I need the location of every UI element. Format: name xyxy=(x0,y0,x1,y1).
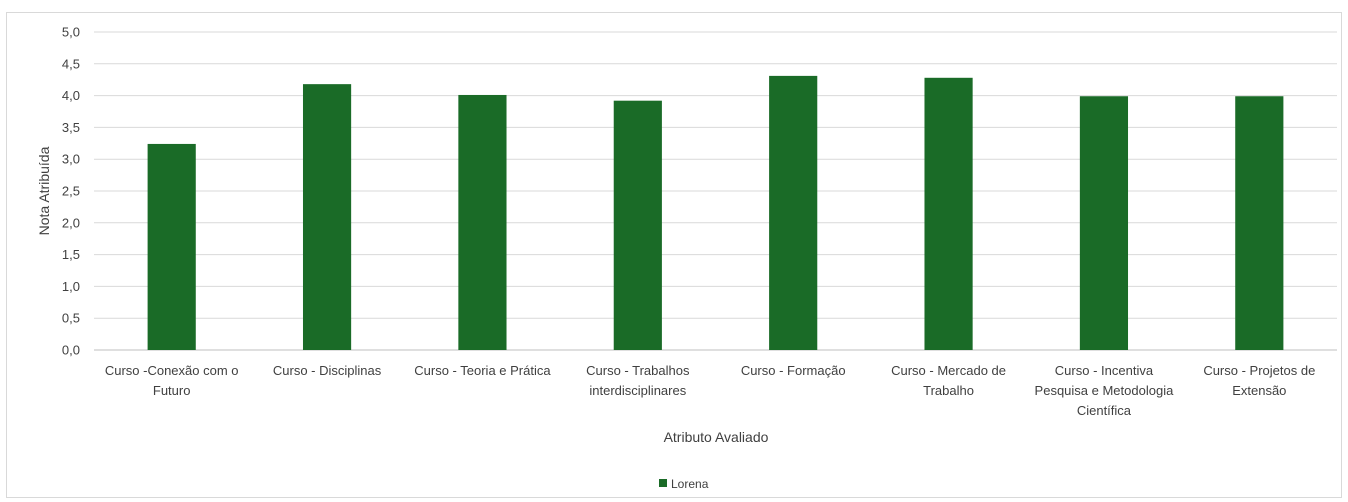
bar xyxy=(302,84,352,350)
x-axis-ticks: Curso -Conexão com o Futuro Curso - Discip… xyxy=(105,363,1315,418)
y-tick-label: 2,5 xyxy=(62,184,80,199)
y-tick-label: 0,5 xyxy=(62,311,80,326)
y-tick-label: 3,0 xyxy=(62,152,80,167)
bar xyxy=(147,143,196,350)
y-tick-label: 4,0 xyxy=(62,88,80,103)
bar xyxy=(613,100,662,350)
y-tick-label: 3,5 xyxy=(62,120,80,135)
y-axis-title: Nota Atribuída xyxy=(36,146,52,235)
x-tick-label: Curso - Mercado de Trabalho xyxy=(891,363,1006,398)
gridlines xyxy=(94,31,1337,351)
x-tick-label: Curso - Disciplinas xyxy=(273,363,382,378)
bar xyxy=(769,75,818,350)
bar xyxy=(924,77,973,351)
x-tick-label: Curso - Incentiva Pesquisa e Metodologia C… xyxy=(1035,363,1175,418)
x-tick-label: Curso -Conexão com o Futuro xyxy=(105,363,239,398)
x-tick-label: Curso - Trabalhos interdisciplinares xyxy=(586,363,690,398)
bar xyxy=(1235,96,1284,351)
y-tick-label: 5,0 xyxy=(62,25,80,40)
bar xyxy=(1079,96,1129,351)
bar xyxy=(458,94,507,351)
y-tick-label: 0,0 xyxy=(62,343,80,358)
x-axis-title: Atributo Avaliado xyxy=(664,429,769,445)
x-tick-label: Curso - Formação xyxy=(741,363,846,378)
y-tick-label: 1,5 xyxy=(62,247,80,262)
legend: Lorena xyxy=(659,477,709,491)
bars xyxy=(147,75,1284,351)
y-tick-label: 1,0 xyxy=(62,279,80,294)
legend-label-lorena: Lorena xyxy=(671,477,709,491)
y-axis-ticks: 0,0 0,5 1,0 1,5 2,0 2,5 3,0 3,5 4,0 4,5 5,0 xyxy=(62,25,80,358)
y-tick-label: 2,0 xyxy=(62,215,80,230)
legend-swatch xyxy=(659,479,667,487)
x-tick-label: Curso - Projetos de Extensão xyxy=(1203,363,1315,398)
y-tick-label: 4,5 xyxy=(62,56,80,71)
x-tick-label: Curso - Teoria e Prática xyxy=(414,363,551,378)
